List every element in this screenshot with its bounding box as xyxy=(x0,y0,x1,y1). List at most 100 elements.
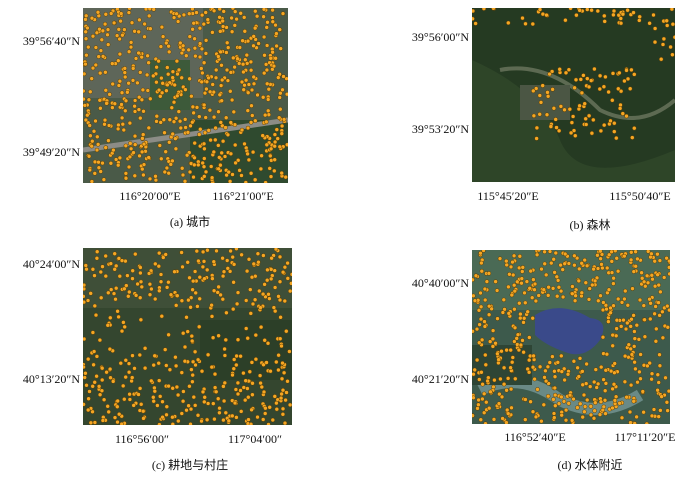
sample-point xyxy=(147,8,152,11)
sample-point xyxy=(663,375,668,380)
caption: (b) 森林 xyxy=(570,217,611,232)
sample-point xyxy=(188,422,193,425)
sample-point xyxy=(232,9,238,14)
sample-point xyxy=(278,315,283,320)
sample-point xyxy=(499,394,505,400)
sample-point xyxy=(646,250,651,254)
sample-point xyxy=(146,60,151,65)
sample-point xyxy=(216,166,221,172)
sample-point xyxy=(224,258,230,263)
sample-point xyxy=(270,19,275,24)
sample-point xyxy=(576,374,581,379)
sample-point xyxy=(165,65,170,70)
sample-point xyxy=(202,130,208,135)
sample-point xyxy=(112,251,117,256)
sample-point xyxy=(154,79,159,85)
sample-point xyxy=(527,357,532,363)
sample-point xyxy=(170,386,175,391)
sample-point xyxy=(281,74,286,79)
sample-point xyxy=(200,249,206,255)
sample-point xyxy=(622,78,627,84)
sample-point xyxy=(212,385,218,390)
sample-point xyxy=(272,132,278,137)
sample-point xyxy=(129,20,135,25)
sample-point xyxy=(249,360,255,365)
sample-point xyxy=(192,269,198,274)
sample-point xyxy=(582,101,587,106)
sample-point xyxy=(170,422,175,425)
sample-point xyxy=(234,353,239,359)
sample-point xyxy=(210,82,215,87)
sample-point xyxy=(83,375,87,380)
sample-point xyxy=(220,297,226,302)
sample-point xyxy=(97,337,103,343)
sample-point xyxy=(105,27,111,32)
sample-point xyxy=(220,273,226,279)
sample-point xyxy=(269,256,274,261)
sample-point xyxy=(648,316,653,322)
sample-point xyxy=(600,265,605,271)
sample-point xyxy=(240,61,246,67)
sample-point xyxy=(173,146,179,152)
sample-point xyxy=(238,409,244,414)
sample-point xyxy=(270,8,275,13)
sample-point xyxy=(499,349,504,354)
sample-point xyxy=(123,358,129,363)
sample-point xyxy=(235,391,241,397)
sample-point xyxy=(130,353,135,358)
sample-point xyxy=(482,286,488,292)
sample-point xyxy=(555,360,560,365)
sample-point xyxy=(175,19,181,24)
sample-point xyxy=(269,276,274,282)
sample-point xyxy=(667,265,670,270)
sample-point xyxy=(158,44,164,49)
sample-point xyxy=(248,287,253,292)
sample-point xyxy=(548,124,554,129)
sample-point xyxy=(218,29,223,34)
sample-point xyxy=(119,102,124,107)
sample-point xyxy=(530,409,536,414)
sample-point xyxy=(268,146,274,152)
sample-point xyxy=(578,77,583,82)
sample-point xyxy=(472,16,475,21)
sample-point xyxy=(176,109,182,114)
sample-point xyxy=(284,390,289,395)
sample-point xyxy=(266,86,271,92)
sample-points xyxy=(472,8,675,141)
sample-point xyxy=(119,115,125,121)
sample-point xyxy=(472,293,476,298)
sample-point xyxy=(264,119,269,125)
sample-point xyxy=(570,284,575,289)
sample-point xyxy=(245,38,251,44)
sample-point xyxy=(622,379,628,384)
sample-point xyxy=(655,272,660,277)
sample-point xyxy=(653,304,658,309)
sample-point xyxy=(159,156,164,162)
sample-point xyxy=(593,400,598,405)
sample-point xyxy=(224,172,229,178)
sample-point xyxy=(251,81,257,87)
sample-point xyxy=(613,250,618,253)
sample-point xyxy=(592,379,597,385)
sample-point xyxy=(213,75,219,81)
sample-point xyxy=(213,389,219,394)
sample-point xyxy=(576,278,581,284)
sample-point xyxy=(637,18,642,23)
sample-point xyxy=(632,344,637,349)
sample-point xyxy=(96,54,101,59)
sample-point xyxy=(113,286,119,291)
sample-point xyxy=(197,54,203,60)
sample-point xyxy=(180,172,186,178)
sample-point xyxy=(256,260,261,265)
sample-point xyxy=(628,324,633,329)
sample-point xyxy=(157,422,162,425)
sample-point xyxy=(102,122,107,127)
sample-point xyxy=(500,416,505,421)
sample-point xyxy=(151,395,156,400)
sample-point xyxy=(563,70,569,76)
sample-point xyxy=(614,333,619,338)
sample-point xyxy=(185,329,190,334)
sample-point xyxy=(83,402,86,407)
sample-point xyxy=(215,290,220,295)
sample-point xyxy=(166,49,172,55)
